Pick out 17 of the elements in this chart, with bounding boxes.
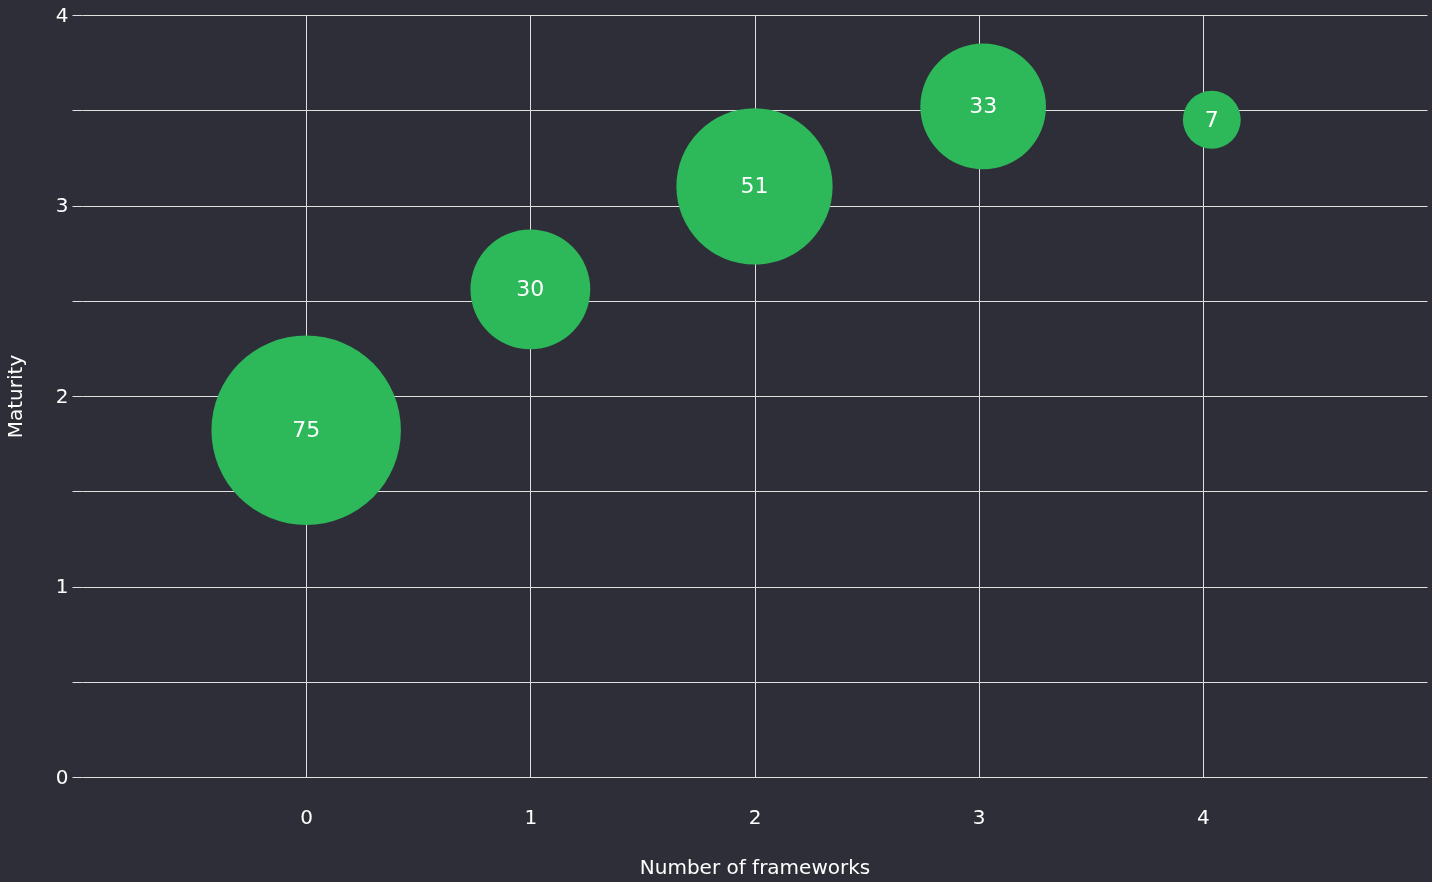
x-tick-label: 0 <box>300 804 314 829</box>
data-label: 7 <box>1204 106 1219 132</box>
y-tick-label: 0 <box>55 764 69 789</box>
x-tick-label: 4 <box>1196 804 1210 829</box>
y-tick-label: 3 <box>55 193 69 217</box>
x-axis-title: Number of frameworks <box>639 854 871 879</box>
data-label: 75 <box>292 417 321 443</box>
x-tick-label: 2 <box>748 804 762 829</box>
y-tick-label: 1 <box>55 574 69 598</box>
data-label: 33 <box>969 93 998 119</box>
x-tick-label: 3 <box>972 804 986 829</box>
data-label: 30 <box>516 276 545 302</box>
x-tick-label: 1 <box>524 804 538 829</box>
y-tick-label: 2 <box>55 383 69 408</box>
data-label: 51 <box>740 173 769 199</box>
y-tick-label: 4 <box>55 2 69 27</box>
y-axis-title: Maturity <box>2 354 27 439</box>
